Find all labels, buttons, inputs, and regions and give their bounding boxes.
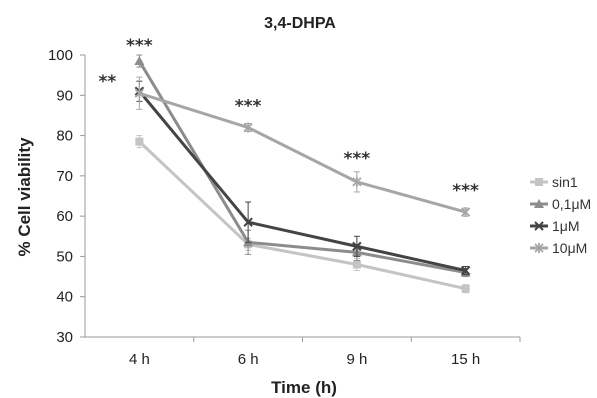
data-point: [135, 137, 144, 146]
legend-marker: [535, 178, 543, 186]
series-1: [134, 54, 471, 278]
significance-marker: ***: [126, 36, 153, 56]
data-point: [134, 56, 145, 66]
legend-marker: [534, 199, 544, 208]
y-tick-label: 50: [56, 248, 73, 265]
y-tick-label: 60: [56, 208, 73, 225]
y-tick-label: 40: [56, 289, 73, 306]
y-tick-label: 30: [56, 329, 73, 346]
series-3: [134, 76, 471, 218]
x-tick-label: 4 h: [129, 351, 150, 368]
legend-label: 1μM: [552, 218, 580, 234]
significance-annotations: **************: [98, 36, 479, 201]
series-area: [134, 54, 471, 294]
x-tick-label: 9 h: [346, 351, 367, 368]
series-line: [138, 91, 467, 214]
y-tick-label: 100: [48, 47, 73, 64]
data-point: [352, 241, 362, 252]
data-point: [460, 265, 471, 276]
series-line: [138, 60, 466, 275]
series-0: [135, 135, 470, 294]
data-point: [134, 88, 145, 99]
significance-marker: ***: [235, 96, 262, 116]
y-axis: 30 40 50 60 70 80 90 100: [48, 47, 86, 346]
y-tick-label: 70: [56, 168, 73, 185]
legend-marker: [534, 243, 544, 253]
data-point: [243, 122, 253, 133]
legend-item: 1μM: [530, 218, 580, 234]
data-point: [460, 207, 471, 218]
legend-item: sin1: [530, 174, 578, 190]
legend: sin1 0,1μM 1μM 10μM: [530, 174, 591, 256]
legend-label: 0,1μM: [552, 196, 591, 212]
y-axis-title: % Cell viability: [15, 137, 34, 257]
data-point: [352, 176, 362, 187]
chart-title: 3,4-DHPA: [264, 15, 336, 32]
legend-marker: [534, 221, 544, 231]
legend-item: 10μM: [530, 240, 587, 256]
x-axis: 4 h 6 h 9 h 15 h: [85, 336, 521, 368]
legend-label: sin1: [552, 174, 578, 190]
significance-marker: **: [98, 72, 116, 92]
x-axis-title: Time (h): [271, 378, 337, 397]
x-tick-label: 15 h: [451, 351, 480, 368]
significance-marker: ***: [452, 181, 479, 201]
data-point: [243, 217, 253, 227]
data-point: [461, 284, 470, 293]
x-tick-label: 6 h: [238, 351, 259, 368]
significance-marker: ***: [344, 149, 371, 169]
legend-label: 10μM: [552, 240, 587, 256]
series-line: [138, 90, 466, 272]
series-2: [134, 80, 471, 276]
y-tick-label: 90: [56, 87, 73, 104]
y-tick-label: 80: [56, 128, 73, 145]
data-point: [352, 260, 361, 269]
legend-item: 0,1μM: [530, 196, 591, 212]
series-line: [138, 140, 466, 291]
